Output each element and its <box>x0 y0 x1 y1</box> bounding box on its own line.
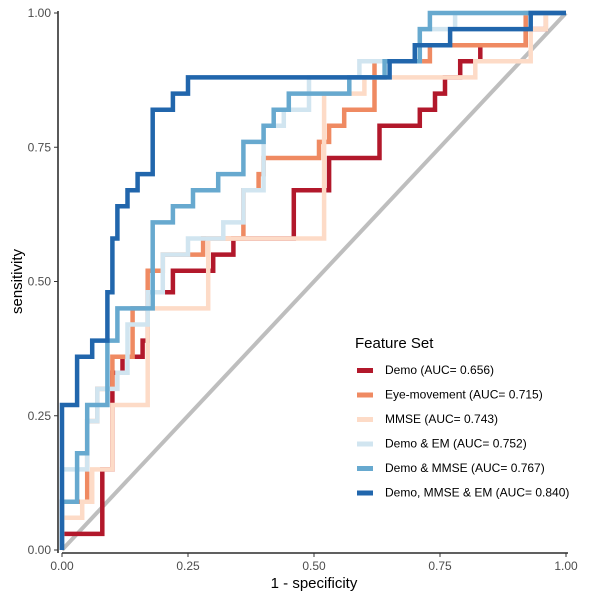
y-tick-label: 0.50 <box>28 275 52 289</box>
legend-label: Demo (AUC= 0.656) <box>385 363 494 377</box>
plot-area: 0.00 0.25 0.50 0.75 1.00 0.00 0.25 0.50 0.75 1.0… <box>28 6 578 573</box>
x-tick-label: 0.25 <box>176 559 200 573</box>
roc-curves <box>59 10 566 550</box>
y-tick-label: 0.75 <box>28 140 52 154</box>
reference-line <box>60 11 568 552</box>
legend-swatch <box>357 441 373 447</box>
roc-curve-series-6 <box>59 10 566 550</box>
x-tick-label: 0.75 <box>428 559 452 573</box>
legend-label: Demo & EM (AUC= 0.752) <box>385 437 527 451</box>
legend: Feature Set Demo (AUC= 0.656) Eye-movemen… <box>355 335 569 500</box>
legend-items: Demo (AUC= 0.656) Eye-movement (AUC= 0.71… <box>357 363 569 500</box>
reference-diagonal <box>60 11 568 552</box>
x-tick-label: 1.00 <box>554 559 578 573</box>
legend-swatch <box>357 490 373 496</box>
y-tick-label: 0.25 <box>28 409 52 423</box>
x-axis-title: 1 - specificity <box>271 575 358 592</box>
roc-curve-series-5 <box>59 10 566 550</box>
x-tick-label: 0.00 <box>50 559 74 573</box>
y-tick-label: 1.00 <box>28 6 52 20</box>
legend-label: MMSE (AUC= 0.743) <box>385 412 498 426</box>
y-tick-label: 0.00 <box>28 543 52 557</box>
x-tick-label: 0.50 <box>302 559 326 573</box>
legend-label: Eye-movement (AUC= 0.715) <box>385 388 543 402</box>
legend-title: Feature Set <box>355 335 434 352</box>
roc-curve-series-4 <box>59 10 566 550</box>
x-axis-ticks: 0.00 0.25 0.50 0.75 1.00 <box>50 553 578 573</box>
legend-swatch <box>357 368 373 373</box>
y-axis-title: sensitivity <box>9 248 26 314</box>
legend-label: Demo & MMSE (AUC= 0.767) <box>385 461 545 475</box>
legend-swatch <box>357 417 373 422</box>
y-axis-ticks: 0.00 0.25 0.50 0.75 1.00 <box>28 6 58 557</box>
legend-swatch <box>357 466 373 471</box>
legend-label: Demo, MMSE & EM (AUC= 0.840) <box>385 486 569 500</box>
legend-swatch <box>357 392 373 398</box>
